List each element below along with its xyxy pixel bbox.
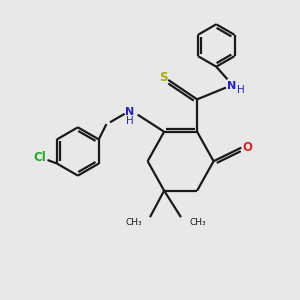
Text: H: H	[237, 85, 245, 95]
Text: CH₃: CH₃	[189, 218, 206, 227]
Text: H: H	[126, 116, 134, 126]
Text: S: S	[159, 71, 167, 84]
Text: CH₃: CH₃	[125, 218, 142, 227]
Text: Cl: Cl	[34, 151, 46, 164]
Text: O: O	[243, 141, 253, 154]
Text: N: N	[125, 107, 135, 117]
Text: N: N	[226, 81, 236, 91]
